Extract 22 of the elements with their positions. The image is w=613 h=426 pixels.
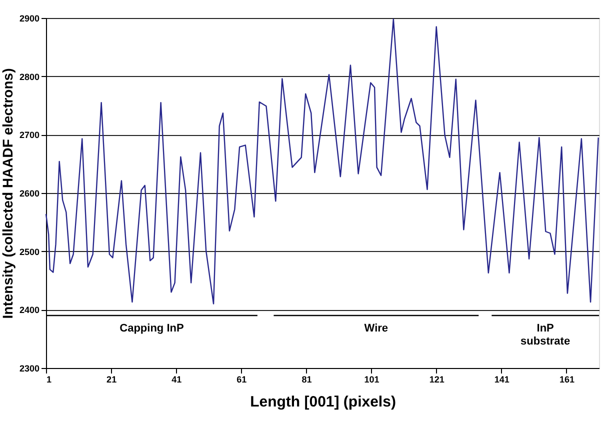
x-tick-label: 1 [46, 374, 52, 384]
annotation: Wire [364, 322, 388, 334]
y-axis-title: Intensity (collected HAADF electrons) [0, 68, 16, 319]
x-tick-label: 41 [172, 374, 182, 384]
line-series [45, 18, 599, 304]
x-axis-title: Length [001] (pixels) [250, 394, 396, 410]
y-tick-label: 2400 [19, 305, 40, 316]
y-tick-label: 2800 [19, 72, 40, 82]
x-tick-label: 141 [494, 374, 510, 384]
annotation: InP substrate [520, 322, 570, 348]
annotation: Capping InP [120, 322, 184, 334]
y-tick-label: 2900 [19, 14, 40, 24]
x-tick-label: 121 [429, 374, 444, 384]
x-tick-label: 21 [106, 374, 117, 384]
x-tick-label: 101 [364, 374, 380, 384]
y-tick-label: 2300 [19, 364, 40, 374]
y-tick-label: 2500 [19, 246, 40, 257]
y-tick-label: 2700 [19, 130, 40, 140]
y-tick-label: 2600 [19, 188, 40, 198]
x-tick-label: 81 [302, 374, 312, 384]
x-tick-label: 161 [559, 374, 574, 384]
x-tick-label: 61 [236, 374, 247, 384]
